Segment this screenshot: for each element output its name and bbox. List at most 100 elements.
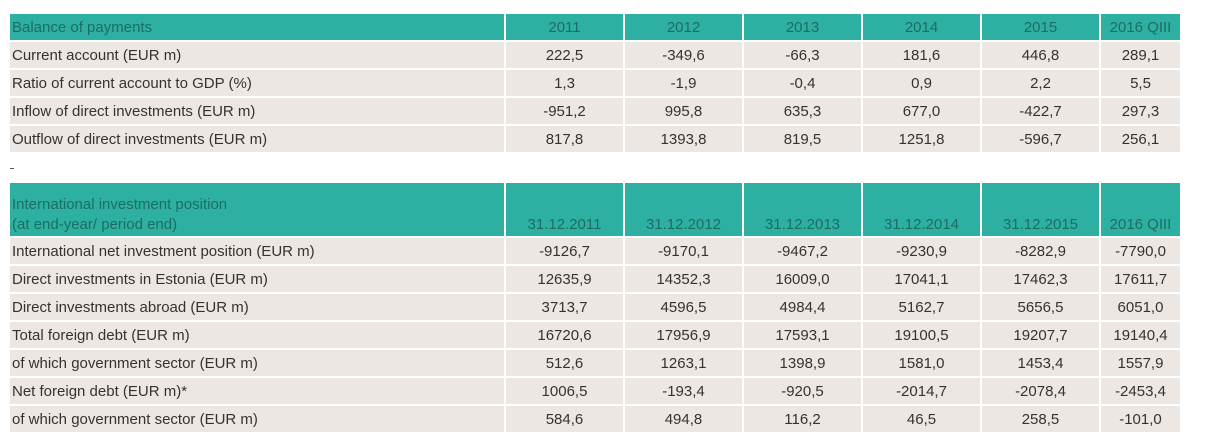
table-cell: -1,9 — [625, 70, 742, 96]
table-cell: 17956,9 — [625, 322, 742, 348]
table-cell: -193,4 — [625, 378, 742, 404]
table-cell: 222,5 — [506, 42, 623, 68]
row-label: Direct investments in Estonia (EUR m) — [10, 266, 504, 292]
column-header-year: 2016 QIII — [1101, 14, 1180, 40]
row-label: Total foreign debt (EUR m) — [10, 322, 504, 348]
table-cell: -0,4 — [744, 70, 861, 96]
table-cell: -7790,0 — [1101, 238, 1180, 264]
table-cell: 181,6 — [863, 42, 980, 68]
table-cell: 584,6 — [506, 406, 623, 432]
table-cell: 14352,3 — [625, 266, 742, 292]
row-label: Inflow of direct investments (EUR m) — [10, 98, 504, 124]
table-cell: 16009,0 — [744, 266, 861, 292]
table-cell: 1453,4 — [982, 350, 1099, 376]
table-row: of which government sector (EUR m) 584,6… — [10, 406, 1180, 432]
table-cell: -9230,9 — [863, 238, 980, 264]
table-cell: 1557,9 — [1101, 350, 1180, 376]
table-row: Direct investments abroad (EUR m) 3713,7… — [10, 294, 1180, 320]
table-cell: 1006,5 — [506, 378, 623, 404]
table-cell: 12635,9 — [506, 266, 623, 292]
table-cell: -2014,7 — [863, 378, 980, 404]
table-cell: 17041,1 — [863, 266, 980, 292]
column-header-date: 31.12.2013 — [744, 183, 861, 236]
column-header-date: 31.12.2014 — [863, 183, 980, 236]
row-label: of which government sector (EUR m) — [10, 350, 504, 376]
table-cell: 446,8 — [982, 42, 1099, 68]
table-cell: 1581,0 — [863, 350, 980, 376]
table-cell: 4596,5 — [625, 294, 742, 320]
table-cell: -9126,7 — [506, 238, 623, 264]
table-cell: -349,6 — [625, 42, 742, 68]
table-cell: 1263,1 — [625, 350, 742, 376]
table-cell: 17593,1 — [744, 322, 861, 348]
table-cell: 1,3 — [506, 70, 623, 96]
row-label: Net foreign debt (EUR m)* — [10, 378, 504, 404]
table-row: Direct investments in Estonia (EUR m) 12… — [10, 266, 1180, 292]
table-cell: 1398,9 — [744, 350, 861, 376]
table-row: Net foreign debt (EUR m)* 1006,5 -193,4 … — [10, 378, 1180, 404]
table-cell: 1393,8 — [625, 126, 742, 152]
table-cell: 995,8 — [625, 98, 742, 124]
balance-of-payments-table: Balance of payments 2011 2012 2013 2014 … — [8, 12, 1182, 154]
table-cell: 289,1 — [1101, 42, 1180, 68]
table-cell: -951,2 — [506, 98, 623, 124]
international-investment-position-table: International investment position (at en… — [8, 181, 1182, 434]
table-row: Current account (EUR m) 222,5 -349,6 -66… — [10, 42, 1180, 68]
table-cell: 677,0 — [863, 98, 980, 124]
row-label: Direct investments abroad (EUR m) — [10, 294, 504, 320]
table-cell: 16720,6 — [506, 322, 623, 348]
table-cell: 5162,7 — [863, 294, 980, 320]
table-cell: 256,1 — [1101, 126, 1180, 152]
table-row: Total foreign debt (EUR m) 16720,6 17956… — [10, 322, 1180, 348]
table-cell: 2,2 — [982, 70, 1099, 96]
divider-mark — [10, 168, 14, 169]
table-cell: 19207,7 — [982, 322, 1099, 348]
table-row: International net investment position (E… — [10, 238, 1180, 264]
table-cell: 635,3 — [744, 98, 861, 124]
table-cell: 817,8 — [506, 126, 623, 152]
table-cell: -920,5 — [744, 378, 861, 404]
table-header-row: International investment position (at en… — [10, 183, 1180, 236]
table-header-row: Balance of payments 2011 2012 2013 2014 … — [10, 14, 1180, 40]
table-title-line2: (at end-year/ period end) — [12, 216, 178, 233]
column-header-year: 2013 — [744, 14, 861, 40]
row-label: Outflow of direct investments (EUR m) — [10, 126, 504, 152]
table-cell: 297,3 — [1101, 98, 1180, 124]
table-row: of which government sector (EUR m) 512,6… — [10, 350, 1180, 376]
table-cell: 4984,4 — [744, 294, 861, 320]
table-cell: -101,0 — [1101, 406, 1180, 432]
row-label: of which government sector (EUR m) — [10, 406, 504, 432]
column-header-date: 31.12.2015 — [982, 183, 1099, 236]
row-label: Ratio of current account to GDP (%) — [10, 70, 504, 96]
table-cell: 819,5 — [744, 126, 861, 152]
column-header-date: 31.12.2011 — [506, 183, 623, 236]
column-header-date: 2016 QIII — [1101, 183, 1180, 236]
table-cell: 6051,0 — [1101, 294, 1180, 320]
column-header-date: 31.12.2012 — [625, 183, 742, 236]
column-header-year: 2012 — [625, 14, 742, 40]
column-header-year: 2014 — [863, 14, 980, 40]
table-cell: 3713,7 — [506, 294, 623, 320]
table-cell: 258,5 — [982, 406, 1099, 432]
table-cell: 494,8 — [625, 406, 742, 432]
row-label: Current account (EUR m) — [10, 42, 504, 68]
table-cell: 17611,7 — [1101, 266, 1180, 292]
table-cell: -66,3 — [744, 42, 861, 68]
table-cell: -8282,9 — [982, 238, 1099, 264]
table-cell: 5656,5 — [982, 294, 1099, 320]
table-cell: -422,7 — [982, 98, 1099, 124]
table-row: Outflow of direct investments (EUR m) 81… — [10, 126, 1180, 152]
table-cell: 19100,5 — [863, 322, 980, 348]
column-header-year: 2011 — [506, 14, 623, 40]
table-row: Ratio of current account to GDP (%) 1,3 … — [10, 70, 1180, 96]
table-row: Inflow of direct investments (EUR m) -95… — [10, 98, 1180, 124]
table-cell: -9170,1 — [625, 238, 742, 264]
table-cell: 17462,3 — [982, 266, 1099, 292]
table-cell: 1251,8 — [863, 126, 980, 152]
table-cell: 0,9 — [863, 70, 980, 96]
table-cell: 512,6 — [506, 350, 623, 376]
table-cell: -2078,4 — [982, 378, 1099, 404]
table-cell: -9467,2 — [744, 238, 861, 264]
table-cell: 5,5 — [1101, 70, 1180, 96]
column-header-year: 2015 — [982, 14, 1099, 40]
